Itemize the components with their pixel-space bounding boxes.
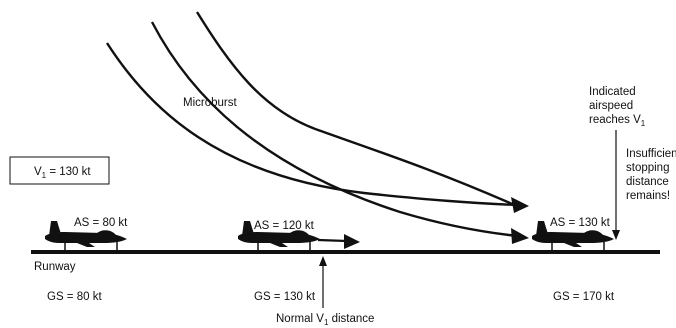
normal-v1-arrowhead bbox=[319, 256, 327, 266]
aircraft-1-airspeed: AS = 80 kt bbox=[74, 217, 128, 229]
v1-box-label: V1 = 130 kt bbox=[34, 166, 91, 180]
insufficient-line3: distance bbox=[626, 176, 669, 188]
stopping-arrowhead bbox=[612, 230, 620, 240]
aircraft-1-groundspeed: GS = 80 kt bbox=[47, 291, 102, 303]
aircraft-2-groundspeed: GS = 130 kt bbox=[254, 291, 316, 303]
indicated-airspeed-line1: Indicated bbox=[589, 86, 636, 98]
aircraft-3-groundspeed: GS = 170 kt bbox=[553, 291, 615, 303]
motion-arrow-shaft bbox=[317, 238, 348, 243]
insufficient-line2: stopping bbox=[626, 162, 669, 174]
insufficient-line1: Insufficient bbox=[626, 148, 676, 160]
microburst-streamline-inner bbox=[195, 11, 520, 209]
indicated-airspeed-line2: airspeed bbox=[589, 100, 633, 112]
indicated-airspeed-line3: reaches V1 bbox=[589, 114, 646, 128]
aircraft-2-airspeed: AS = 120 kt bbox=[254, 220, 315, 232]
streamline-arrowhead-1 bbox=[511, 197, 529, 213]
motion-arrowhead bbox=[344, 234, 360, 249]
microburst-streamline-middle bbox=[150, 21, 519, 238]
streamline-arrowhead-2 bbox=[511, 228, 529, 244]
microburst-streamline-outer bbox=[105, 42, 518, 207]
aircraft-3-airspeed: AS = 130 kt bbox=[550, 217, 611, 229]
runway-label: Runway bbox=[34, 261, 76, 273]
microburst-label: Microburst bbox=[183, 97, 237, 109]
normal-v1-label: Normal V1 distance bbox=[276, 313, 374, 327]
v1-box bbox=[9, 156, 110, 185]
insufficient-line4: remains! bbox=[626, 190, 670, 202]
